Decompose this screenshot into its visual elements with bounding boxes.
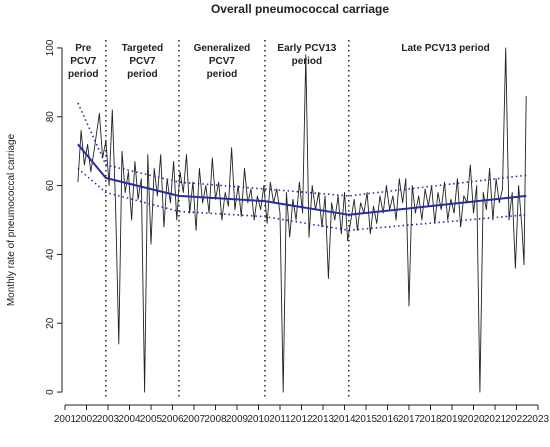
series-line xyxy=(77,102,527,197)
x-tick-label: 2002 xyxy=(75,414,98,425)
x-tick-label: 2006 xyxy=(161,414,184,425)
x-tick-label: 2001 xyxy=(54,414,77,425)
y-tick-label: 0 xyxy=(45,389,56,395)
period-label: PCV7 xyxy=(129,56,156,67)
x-tick-label: 2007 xyxy=(183,414,206,425)
period-label: Pre xyxy=(75,43,92,54)
period-label: period xyxy=(207,69,238,80)
x-tick-label: 2017 xyxy=(398,414,421,425)
x-tick-label: 2016 xyxy=(376,414,399,425)
x-tick-label: 2009 xyxy=(226,414,249,425)
period-label: Generalized xyxy=(194,43,251,54)
period-label: Early PCV13 xyxy=(277,43,336,54)
x-tick-label: 2014 xyxy=(333,414,356,425)
period-label: period xyxy=(68,69,99,80)
period-label: period xyxy=(127,69,158,80)
x-tick-label: 2021 xyxy=(484,414,507,425)
y-tick-label: 40 xyxy=(45,248,56,260)
y-tick-label: 80 xyxy=(45,111,56,123)
x-tick-label: 2008 xyxy=(204,414,227,425)
x-tick-label: 2022 xyxy=(505,414,528,425)
x-tick-label: 2013 xyxy=(312,414,335,425)
x-tick-label: 2018 xyxy=(419,414,442,425)
x-tick-label: 2015 xyxy=(355,414,378,425)
series-line xyxy=(77,47,527,393)
x-tick-label: 2005 xyxy=(140,414,163,425)
y-tick-label: 20 xyxy=(45,317,56,329)
period-label: Targeted xyxy=(122,43,164,54)
period-label: PCV7 xyxy=(209,56,236,67)
x-tick-label: 2012 xyxy=(290,414,313,425)
period-label: period xyxy=(292,56,323,67)
y-tick-label: 100 xyxy=(45,39,56,56)
y-tick-label: 60 xyxy=(45,180,56,192)
x-tick-label: 2019 xyxy=(441,414,464,425)
chart-title: Overall pneumococcal carriage xyxy=(211,2,389,16)
period-label: PCV7 xyxy=(70,56,97,67)
x-tick-label: 2020 xyxy=(462,414,485,425)
period-label: Late PCV13 period xyxy=(401,43,489,54)
x-tick-label: 2004 xyxy=(118,414,141,425)
x-tick-label: 2010 xyxy=(247,414,270,425)
x-tick-label: 2023 xyxy=(527,414,550,425)
series-line xyxy=(77,143,527,216)
x-tick-label: 2011 xyxy=(269,414,291,425)
y-axis-label: Monthly rate of pneumococcal carriage xyxy=(6,133,17,306)
x-tick-label: 2003 xyxy=(97,414,120,425)
